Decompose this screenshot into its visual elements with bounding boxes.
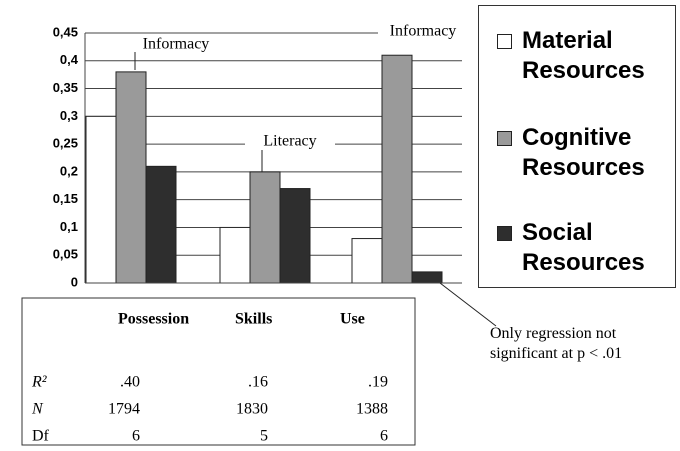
legend-label: Material Resources [522,27,645,84]
bar [115,71,147,284]
legend: Material Resources Cognitive Resources Soc… [478,5,676,288]
y-tick-label: 0,1 [60,219,78,234]
bar [351,238,383,284]
table-cell: 1794 [108,401,140,418]
bar [249,171,281,284]
annotation-bg [378,23,468,41]
bar [411,271,443,284]
bar [381,54,413,284]
legend-item: Material Resources [497,26,672,86]
y-tick-label: 0,05 [53,247,78,262]
y-tick-label: 0,25 [53,136,78,151]
table-box [21,297,416,446]
table-cell: Df [32,428,50,445]
y-tick-label: 0,3 [60,108,78,123]
bar [85,115,117,284]
table-cell: .40 [120,374,140,391]
legend-label: Cognitive Resources [522,124,645,181]
annotation: Literacy [263,133,316,150]
annotation: Informacy [143,36,210,53]
annotation-bg [131,36,221,54]
table-cell: 1830 [236,401,268,418]
bar [145,165,177,284]
table-cell: 6 [380,428,388,445]
y-tick-label: 0,15 [53,191,78,206]
y-tick-label: 0,45 [53,24,78,39]
y-tick-label: 0,35 [53,80,78,95]
table-cell: 6 [132,428,140,445]
y-tick-label: 0,4 [60,52,79,67]
y-tick-label: 0,2 [60,163,78,178]
table-cell: N [31,401,44,418]
annotation-arrow [439,282,497,327]
legend-label: Social Resources [522,219,645,276]
table-cell: R² [31,374,48,391]
bar [219,226,251,284]
annotation: Informacy [390,23,457,40]
legend-swatch [497,131,512,146]
legend-swatch [497,34,512,49]
y-tick-label: 0 [71,274,78,289]
table-header: Use [340,311,365,328]
table-header: Skills [235,311,272,328]
annotation: Only regression not significant at p < .… [490,325,623,362]
table-cell: 5 [260,428,268,445]
table-cell: .16 [248,374,268,391]
bar [279,188,311,284]
table-cell: .19 [368,374,388,391]
table-header: Possession [118,311,189,328]
table-cell: 1388 [356,401,388,418]
legend-item: Social Resources [497,218,672,278]
legend-swatch [497,226,512,241]
annotation-bg [245,133,335,151]
legend-item: Cognitive Resources [497,123,672,183]
